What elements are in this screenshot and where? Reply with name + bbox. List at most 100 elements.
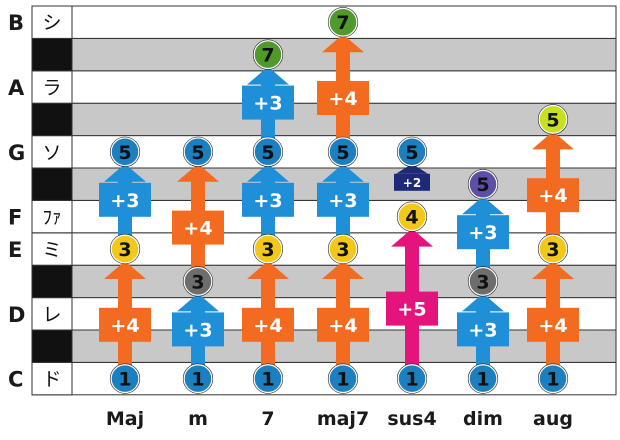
interval-arrow: +3 — [457, 196, 509, 270]
degree-circle: 1 — [182, 363, 214, 394]
note-letter: B — [8, 11, 24, 35]
degree-circle: 3 — [467, 266, 499, 297]
interval-label: +4 — [110, 315, 139, 337]
degree-circle: 3 — [182, 266, 214, 297]
interval-arrow: +4 — [527, 261, 579, 367]
interval-arrow: +3 — [99, 163, 151, 237]
interval-label: +3 — [253, 93, 282, 115]
degree-circle: 3 — [327, 233, 359, 265]
degree-circles: 1 3 5 1 3 5 1 3 5 7 1 3 5 7 1 4 5 1 3 5 1 3 5 — [109, 7, 569, 394]
degree-number: 5 — [336, 142, 349, 164]
degree-number: 1 — [336, 369, 349, 391]
degree-circle: 1 — [467, 363, 499, 394]
degree-circle: 3 — [252, 233, 284, 265]
chord-name: maj7 — [317, 408, 369, 430]
note-row — [31, 5, 617, 39]
degree-number: 1 — [546, 369, 559, 391]
white-key — [31, 199, 73, 234]
chord-name: Maj — [106, 408, 144, 430]
degree-circle: 5 — [182, 136, 214, 167]
black-key — [31, 37, 73, 72]
degree-circle: 4 — [396, 201, 428, 232]
degree-circle: 3 — [537, 233, 569, 265]
interval-label: +5 — [397, 299, 426, 321]
interval-arrow: +3 — [242, 163, 294, 237]
chord-name: 7 — [261, 408, 274, 430]
interval-label: +3 — [468, 319, 497, 341]
degree-circle: 7 — [327, 7, 359, 38]
interval-arrow: +4 — [317, 34, 369, 140]
interval-arrow: +4 — [527, 131, 579, 237]
degree-number: 3 — [261, 239, 274, 261]
degree-number: 5 — [118, 142, 131, 164]
note-letter: G — [8, 141, 25, 165]
interval-arrow: +4 — [317, 261, 369, 367]
degree-number: 3 — [476, 271, 489, 293]
degree-number: 1 — [476, 369, 489, 391]
degree-circle: 7 — [252, 39, 284, 70]
degree-circle: 5 — [109, 136, 141, 167]
chord-name: dim — [463, 408, 503, 430]
interval-arrow: +2 — [394, 163, 430, 191]
chord-labels: Maj m 7 maj7 sus4 dim aug — [106, 408, 573, 430]
degree-number: 1 — [191, 369, 204, 391]
interval-arrow: +4 — [99, 261, 151, 367]
interval-arrow: +3 — [242, 66, 294, 140]
degree-number: 3 — [118, 239, 131, 261]
interval-label: +3 — [468, 222, 497, 244]
note-letter: A — [8, 76, 25, 100]
degree-number: 1 — [118, 369, 131, 391]
interval-label: +4 — [253, 315, 282, 337]
degree-number: 3 — [336, 239, 349, 261]
interval-label: +3 — [110, 190, 139, 212]
interval-label: +4 — [538, 315, 567, 337]
degree-circle: 1 — [327, 363, 359, 394]
degree-circle: 1 — [537, 363, 569, 394]
interval-label: +3 — [328, 190, 357, 212]
degree-circle: 1 — [396, 363, 428, 394]
white-key — [31, 5, 73, 39]
black-key — [31, 167, 73, 201]
degree-number: 4 — [405, 207, 418, 229]
black-key — [31, 329, 73, 363]
degree-number: 5 — [405, 142, 418, 164]
black-key — [31, 102, 73, 137]
interval-label: +4 — [328, 88, 357, 110]
degree-number: 1 — [261, 369, 274, 391]
degree-circle: 5 — [396, 136, 428, 167]
degree-number: 5 — [546, 109, 559, 131]
degree-number: 5 — [476, 174, 489, 196]
interval-arrow: +3 — [317, 163, 369, 237]
interval-label: +4 — [183, 218, 212, 240]
degree-circle: 5 — [327, 136, 359, 167]
chord-name: aug — [533, 408, 573, 430]
interval-arrow: +3 — [457, 293, 509, 367]
degree-number: 7 — [336, 12, 349, 34]
chord-name: sus4 — [387, 408, 436, 430]
degree-number: 5 — [261, 142, 274, 164]
degree-circle: 1 — [252, 363, 284, 394]
degree-circle: 5 — [252, 136, 284, 167]
degree-number: 3 — [191, 271, 204, 293]
black-key — [31, 264, 73, 299]
degree-number: 1 — [405, 369, 418, 391]
interval-label: +3 — [253, 190, 282, 212]
interval-arrow: +4 — [172, 163, 224, 270]
degree-circle: 5 — [467, 169, 499, 200]
note-kana: ﾌｧ — [42, 207, 61, 229]
interval-arrow: +3 — [172, 293, 224, 367]
degree-circle: 5 — [537, 104, 569, 135]
note-letter: D — [8, 303, 25, 327]
interval-label: +4 — [538, 185, 567, 207]
degree-number: 3 — [546, 239, 559, 261]
note-kana: レ — [42, 304, 61, 326]
note-kana: ミ — [42, 239, 61, 261]
degree-circle: 1 — [109, 363, 141, 394]
white-key — [31, 135, 73, 169]
interval-arrow: +5 — [386, 228, 438, 367]
chord-name: m — [188, 408, 208, 430]
degree-number: 5 — [191, 142, 204, 164]
note-kana: ソ — [42, 142, 61, 164]
